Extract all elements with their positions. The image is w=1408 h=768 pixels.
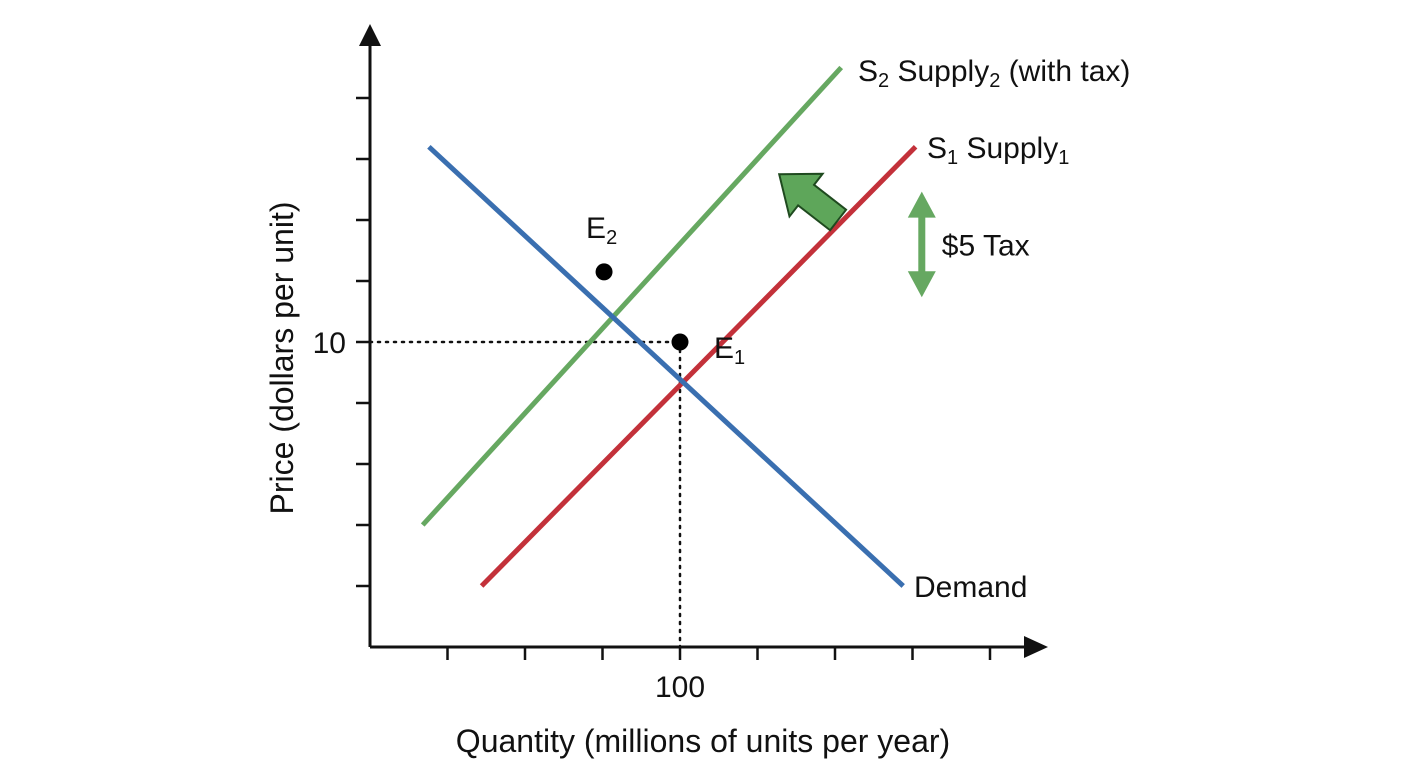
reference-lines	[368, 340, 682, 649]
labels: Quantity (millions of units per year) Pri…	[264, 55, 1130, 759]
supply1-curve	[479, 145, 918, 588]
shift-arrow-shape	[777, 172, 848, 232]
e1-point	[671, 333, 689, 351]
axes	[359, 24, 1048, 658]
supply1-label: S1 Supply1	[927, 132, 1069, 169]
e2-point	[595, 263, 613, 281]
curves	[420, 65, 918, 588]
supply2-label: S2 Supply2 (with tax)	[858, 55, 1130, 92]
y-tick-label: 10	[313, 327, 346, 360]
tax-arrow-head-down	[907, 271, 936, 298]
e1-label: E1	[714, 332, 745, 369]
shift-arrow	[777, 172, 848, 232]
equilibrium-points: E1 E2	[586, 212, 745, 369]
x-axis-arrowhead	[1024, 636, 1048, 658]
x-tick-label: 100	[655, 671, 705, 704]
tax-label: $5 Tax	[942, 229, 1030, 262]
demand-curve	[427, 144, 905, 588]
y-axis-title: Price (dollars per unit)	[264, 202, 300, 515]
demand-label: Demand	[914, 571, 1027, 604]
y-axis-arrowhead	[359, 24, 381, 46]
e2-label: E2	[586, 212, 617, 249]
axis-ticks: 10 100	[313, 96, 992, 704]
annotations: $5 Tax	[777, 172, 1030, 298]
x-axis-title: Quantity (millions of units per year)	[456, 723, 950, 759]
tax-arrow-head-up	[907, 191, 936, 218]
supply2-curve	[420, 65, 844, 527]
